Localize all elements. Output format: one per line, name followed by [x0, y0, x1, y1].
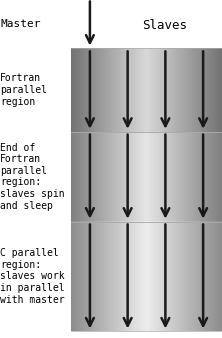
- Point: [70, 219, 72, 223]
- Text: C parallel
region:
slaves work
in parallel
with master: C parallel region: slaves work in parall…: [0, 248, 65, 305]
- Point: [70, 219, 72, 223]
- Point: [70, 46, 72, 50]
- Point: [221, 329, 222, 333]
- Point: [221, 130, 222, 134]
- Text: Master: Master: [0, 19, 40, 28]
- Point: [70, 130, 72, 134]
- Text: Slaves: Slaves: [142, 19, 187, 32]
- Point: [70, 329, 72, 333]
- Point: [221, 219, 222, 223]
- Point: [70, 130, 72, 134]
- Point: [221, 130, 222, 134]
- Point: [221, 219, 222, 223]
- Text: End of
Fortran
parallel
region:
slaves spin
and sleep: End of Fortran parallel region: slaves s…: [0, 143, 65, 211]
- Point: [221, 46, 222, 50]
- Text: Fortran
parallel
region: Fortran parallel region: [0, 73, 47, 107]
